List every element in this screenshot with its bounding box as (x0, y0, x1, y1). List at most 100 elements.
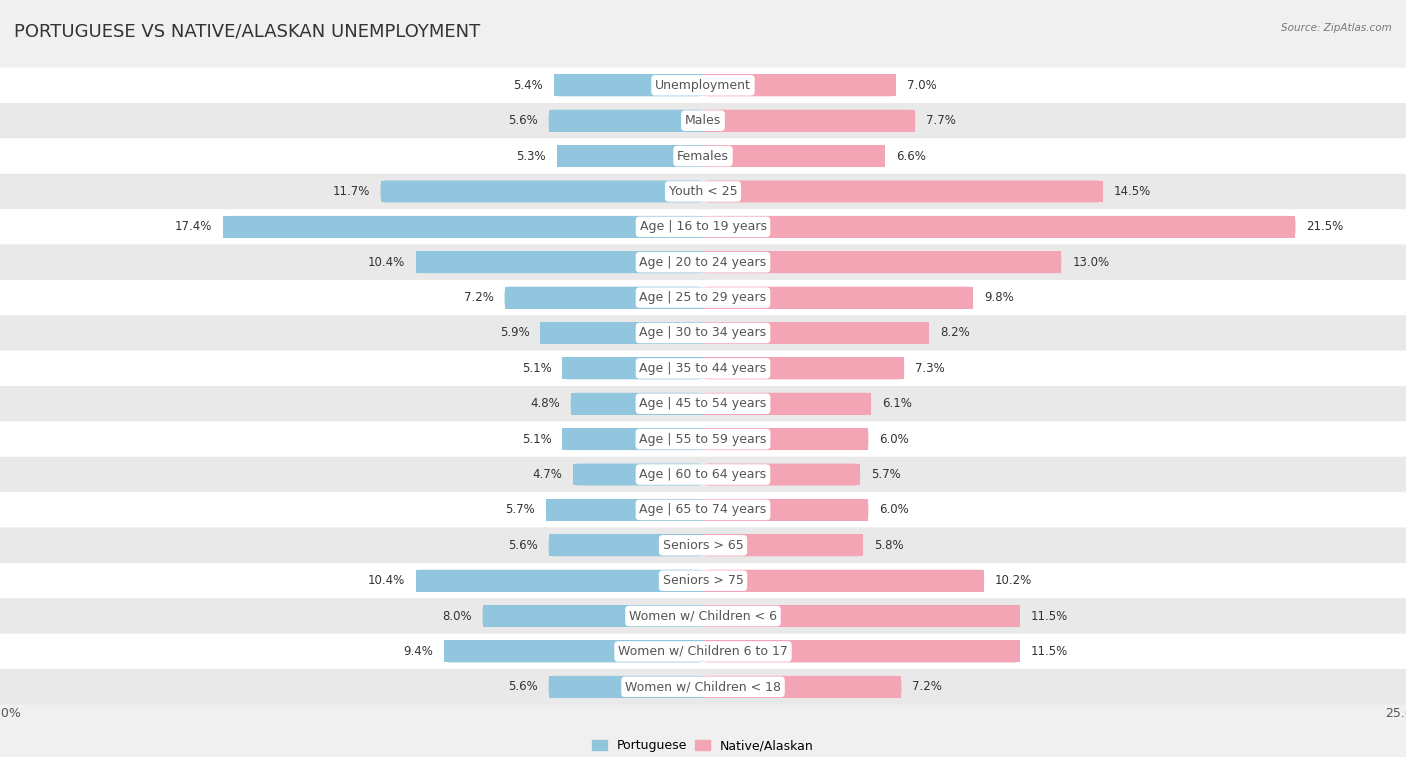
Bar (571, 393, 703, 415)
Bar (703, 428, 869, 450)
Text: 10.2%: 10.2% (995, 574, 1032, 587)
Text: Males: Males (685, 114, 721, 127)
FancyBboxPatch shape (703, 676, 901, 698)
FancyBboxPatch shape (562, 428, 703, 450)
Bar (703, 605, 1019, 627)
FancyBboxPatch shape (703, 216, 1295, 238)
Bar (224, 216, 703, 238)
Text: 10.4%: 10.4% (368, 256, 405, 269)
FancyBboxPatch shape (0, 139, 1406, 174)
Bar (548, 676, 703, 698)
FancyBboxPatch shape (571, 393, 703, 415)
Text: 5.7%: 5.7% (505, 503, 534, 516)
Text: 9.4%: 9.4% (404, 645, 433, 658)
Text: Youth < 25: Youth < 25 (669, 185, 737, 198)
FancyBboxPatch shape (0, 174, 1406, 209)
Text: Age | 55 to 59 years: Age | 55 to 59 years (640, 433, 766, 446)
Bar (703, 640, 1019, 662)
Bar (546, 499, 703, 521)
FancyBboxPatch shape (548, 110, 703, 132)
FancyBboxPatch shape (703, 180, 1102, 202)
Bar (703, 287, 973, 309)
FancyBboxPatch shape (0, 67, 1406, 103)
Bar (444, 640, 703, 662)
FancyBboxPatch shape (0, 456, 1406, 492)
Text: 14.5%: 14.5% (1114, 185, 1152, 198)
FancyBboxPatch shape (703, 499, 869, 521)
Bar (416, 570, 703, 592)
Bar (574, 463, 703, 485)
FancyBboxPatch shape (703, 393, 872, 415)
Text: Women w/ Children < 6: Women w/ Children < 6 (628, 609, 778, 622)
Text: 5.6%: 5.6% (508, 681, 537, 693)
Text: 6.6%: 6.6% (896, 150, 925, 163)
Text: 5.1%: 5.1% (522, 362, 551, 375)
Bar (540, 322, 703, 344)
Text: 11.7%: 11.7% (332, 185, 370, 198)
FancyBboxPatch shape (0, 280, 1406, 316)
FancyBboxPatch shape (381, 180, 703, 202)
FancyBboxPatch shape (703, 463, 860, 485)
FancyBboxPatch shape (703, 534, 863, 556)
FancyBboxPatch shape (557, 145, 703, 167)
Bar (548, 110, 703, 132)
Bar (703, 216, 1295, 238)
FancyBboxPatch shape (0, 245, 1406, 280)
Bar (703, 322, 929, 344)
Text: 7.3%: 7.3% (915, 362, 945, 375)
Bar (548, 534, 703, 556)
Text: Age | 65 to 74 years: Age | 65 to 74 years (640, 503, 766, 516)
FancyBboxPatch shape (540, 322, 703, 344)
FancyBboxPatch shape (703, 110, 915, 132)
Bar (703, 393, 872, 415)
FancyBboxPatch shape (703, 428, 869, 450)
FancyBboxPatch shape (554, 74, 703, 96)
Text: PORTUGUESE VS NATIVE/ALASKAN UNEMPLOYMENT: PORTUGUESE VS NATIVE/ALASKAN UNEMPLOYMEN… (14, 23, 481, 41)
Text: 25.0%: 25.0% (1385, 707, 1406, 720)
FancyBboxPatch shape (546, 499, 703, 521)
Text: Age | 60 to 64 years: Age | 60 to 64 years (640, 468, 766, 481)
Text: 5.6%: 5.6% (508, 114, 537, 127)
FancyBboxPatch shape (416, 251, 703, 273)
Text: 6.1%: 6.1% (882, 397, 912, 410)
Bar (554, 74, 703, 96)
FancyBboxPatch shape (0, 316, 1406, 350)
Text: 5.6%: 5.6% (508, 539, 537, 552)
FancyBboxPatch shape (703, 251, 1062, 273)
Text: 21.5%: 21.5% (1306, 220, 1344, 233)
Text: Women w/ Children 6 to 17: Women w/ Children 6 to 17 (619, 645, 787, 658)
FancyBboxPatch shape (0, 350, 1406, 386)
FancyBboxPatch shape (548, 676, 703, 698)
Text: 4.7%: 4.7% (533, 468, 562, 481)
FancyBboxPatch shape (224, 216, 703, 238)
Text: Women w/ Children < 18: Women w/ Children < 18 (626, 681, 780, 693)
FancyBboxPatch shape (574, 463, 703, 485)
FancyBboxPatch shape (0, 103, 1406, 139)
FancyBboxPatch shape (444, 640, 703, 662)
Bar (703, 145, 884, 167)
Text: 6.0%: 6.0% (879, 503, 910, 516)
Text: 5.8%: 5.8% (875, 539, 904, 552)
Text: 25.0%: 25.0% (0, 707, 21, 720)
FancyBboxPatch shape (0, 209, 1406, 245)
Text: 8.0%: 8.0% (441, 609, 471, 622)
Text: 8.2%: 8.2% (941, 326, 970, 339)
Text: 11.5%: 11.5% (1031, 609, 1069, 622)
FancyBboxPatch shape (0, 634, 1406, 669)
Text: Age | 35 to 44 years: Age | 35 to 44 years (640, 362, 766, 375)
Text: 7.7%: 7.7% (927, 114, 956, 127)
FancyBboxPatch shape (0, 669, 1406, 705)
Bar (562, 357, 703, 379)
FancyBboxPatch shape (703, 322, 929, 344)
Bar (703, 251, 1062, 273)
FancyBboxPatch shape (703, 640, 1019, 662)
FancyBboxPatch shape (703, 570, 984, 592)
Text: 6.0%: 6.0% (879, 433, 910, 446)
Text: Females: Females (678, 150, 728, 163)
Bar (703, 534, 863, 556)
Text: 13.0%: 13.0% (1073, 256, 1109, 269)
FancyBboxPatch shape (0, 422, 1406, 456)
FancyBboxPatch shape (548, 534, 703, 556)
Bar (562, 428, 703, 450)
FancyBboxPatch shape (482, 605, 703, 627)
